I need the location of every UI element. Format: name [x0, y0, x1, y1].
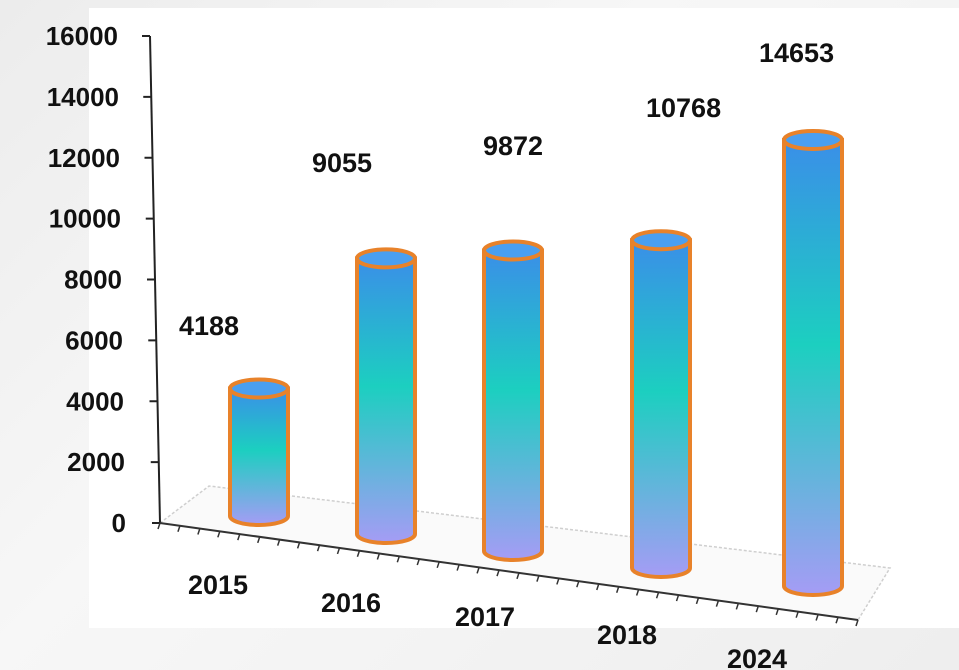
x-tick: [615, 586, 620, 593]
data-label: 9872: [483, 131, 543, 161]
x-tick: [695, 597, 700, 605]
x-tick: [356, 550, 361, 557]
x-tick: [257, 536, 261, 544]
y-tick-label: 4000: [66, 386, 124, 416]
bar-2024: [782, 128, 844, 597]
data-label: 4188: [179, 311, 239, 341]
x-axis-line: [159, 522, 859, 621]
bar-cap: [482, 239, 544, 262]
x-tick-label: 2024: [727, 644, 787, 670]
data-label: 10768: [646, 93, 721, 123]
bar-2015: [228, 377, 290, 527]
x-tick: [476, 567, 480, 574]
x-tick: [815, 614, 819, 621]
x-tick: [675, 594, 680, 602]
y-tick-label: 12000: [48, 143, 120, 173]
bars: [228, 128, 844, 597]
x-tick: [775, 608, 779, 616]
data-label: 9055: [312, 148, 372, 178]
x-tick: [316, 544, 321, 552]
x-tick: [735, 603, 740, 610]
x-tick: [296, 542, 301, 549]
data-label: 14653: [759, 38, 834, 68]
x-axis: 2015 2016 2017 2018 2024: [157, 522, 859, 670]
bar-body: [482, 248, 544, 562]
x-tick: [276, 539, 281, 546]
y-tick-label: 16000: [46, 21, 118, 51]
bar-2018: [630, 229, 692, 579]
bar-cap: [782, 128, 844, 151]
bar-body: [782, 137, 844, 597]
bar-cap: [630, 229, 692, 252]
x-tick: [217, 531, 221, 538]
bar-2017: [482, 239, 544, 562]
x-tick-label: 2018: [597, 620, 657, 650]
bar-cap: [228, 377, 290, 400]
y-tick-label: 6000: [65, 325, 123, 355]
x-tick: [715, 600, 720, 607]
x-tick-label: 2016: [321, 588, 381, 618]
bar-cap: [355, 247, 417, 270]
x-tick: [396, 556, 401, 563]
y-tick-label: 2000: [67, 447, 125, 477]
y-tick-label: 0: [112, 508, 126, 538]
x-tick: [237, 533, 241, 541]
bar-body: [355, 256, 417, 545]
x-tick: [576, 580, 580, 588]
x-tick-label: 2015: [188, 570, 248, 600]
y-tick-label: 10000: [49, 204, 121, 234]
x-tick: [177, 525, 181, 533]
x-tick: [556, 578, 560, 585]
data-labels: 4188 9055 9872 10768 14653: [179, 38, 834, 341]
x-tick: [336, 547, 341, 555]
x-tick: [436, 561, 440, 569]
x-tick: [596, 583, 600, 591]
x-tick: [536, 575, 540, 582]
x-tick: [635, 589, 640, 596]
x-tick: [416, 558, 420, 566]
x-tick: [197, 528, 201, 535]
x-tick: [755, 605, 759, 613]
bar-2016: [355, 247, 417, 545]
x-tick: [496, 569, 500, 577]
x-tick: [516, 572, 520, 580]
x-tick-label: 2017: [455, 602, 515, 632]
y-axis: 0 2000 4000 6000 8000 10000 12000 14000 16000: [46, 21, 161, 538]
y-tick-label: 8000: [64, 265, 122, 295]
y-tick-label: 14000: [47, 82, 119, 112]
x-tick: [835, 616, 839, 624]
x-tick: [655, 592, 660, 599]
bar-body: [228, 386, 290, 527]
x-tick: [376, 553, 381, 560]
bar-body: [630, 238, 692, 579]
x-tick: [157, 522, 161, 530]
x-tick: [795, 611, 799, 618]
x-tick: [855, 619, 859, 627]
x-tick: [456, 564, 460, 571]
